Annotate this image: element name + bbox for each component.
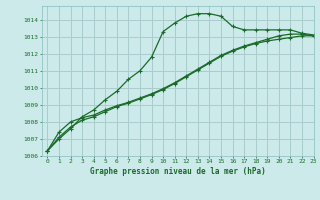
X-axis label: Graphe pression niveau de la mer (hPa): Graphe pression niveau de la mer (hPa) xyxy=(90,167,266,176)
